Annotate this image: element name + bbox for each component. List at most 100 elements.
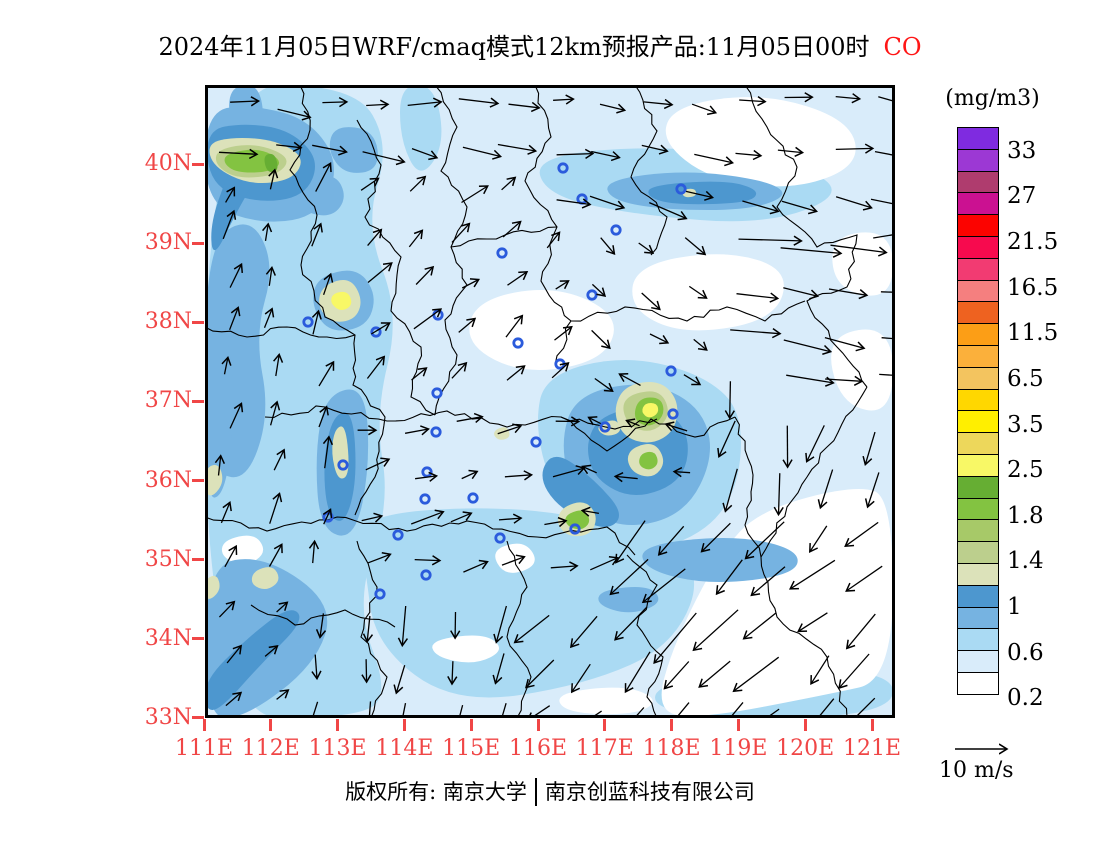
- lon-tick: [336, 719, 340, 731]
- contour-fill-region: [831, 329, 893, 411]
- wind-vector: [742, 612, 777, 640]
- wind-vector: [698, 660, 731, 688]
- colorbar-cell: [957, 628, 999, 652]
- city-marker: [667, 408, 679, 420]
- lat-tick: [192, 399, 204, 403]
- colorbar-cell: [957, 235, 999, 259]
- wind-vector: [615, 520, 646, 564]
- wind-vector: [738, 235, 803, 246]
- wind-vector: [462, 146, 503, 160]
- wind-vector: [276, 689, 290, 700]
- colorbar-tick-label: 1.4: [1007, 548, 1044, 575]
- wind-vector: [824, 336, 866, 352]
- wind-vector: [638, 242, 655, 254]
- wind-scale-arrow-icon: [955, 736, 1055, 758]
- colorbar-cell: [957, 170, 999, 194]
- lat-tick: [192, 320, 204, 324]
- wind-scale-label: 10 m/s: [939, 758, 1014, 783]
- wind-vector: [415, 265, 435, 285]
- wind-vector: [218, 600, 236, 618]
- colorbar-tick-label: 6.5: [1007, 365, 1044, 392]
- province-boundary: [250, 604, 396, 628]
- wind-vector: [411, 367, 428, 381]
- lon-label: 113E: [308, 736, 367, 761]
- wind-vector: [864, 472, 880, 509]
- wind-vector: [501, 554, 526, 566]
- wind-vector: [641, 568, 686, 604]
- wind-vector: [744, 521, 785, 560]
- wind-vector: [742, 200, 780, 215]
- wind-vector: [581, 464, 597, 475]
- lat-label: 34N: [144, 625, 192, 651]
- colorbar-tick-label: 11.5: [1007, 320, 1059, 347]
- contour-fill-region: [400, 85, 442, 171]
- colorbar-cell: [957, 453, 999, 477]
- lat-label: 36N: [144, 467, 192, 493]
- colorbar-cell: [957, 606, 999, 630]
- wind-vector: [838, 653, 870, 690]
- wind-vector: [879, 373, 895, 376]
- wind-vector: [458, 97, 500, 108]
- wind-vector: [322, 272, 334, 296]
- contour-fill-region: [205, 610, 300, 710]
- wind-vector: [777, 146, 805, 158]
- wind-vector: [413, 308, 443, 330]
- city-marker: [419, 493, 431, 505]
- wind-vector: [544, 516, 568, 528]
- wind-vector: [397, 605, 409, 648]
- wind-vector: [649, 202, 688, 221]
- wind-vector: [555, 280, 570, 290]
- wind-vector: [736, 292, 780, 303]
- wind-vector: [735, 149, 763, 161]
- wind-vector: [780, 247, 843, 258]
- wind-vector: [367, 262, 393, 284]
- contour-fill-region: [469, 290, 614, 370]
- wind-vector: [556, 198, 592, 209]
- wind-vector: [590, 710, 602, 718]
- contour-fill-region: [205, 575, 220, 599]
- province-boundary: [744, 85, 868, 388]
- contour-fill-region: [224, 149, 280, 173]
- page-title: 2024年11月05日WRF/cmaq模式12km预报产品:11月05日00时 C…: [0, 27, 1080, 62]
- wind-vector: [685, 190, 715, 201]
- wind-vector: [225, 691, 243, 707]
- wind-vector: [461, 185, 489, 204]
- wind-vector: [589, 195, 626, 211]
- wind-vector: [367, 228, 383, 247]
- wind-vector: [225, 186, 236, 203]
- wind-vector: [504, 470, 534, 481]
- wind-vector: [362, 151, 406, 166]
- legend-units-label: (mg/m3): [945, 86, 1040, 111]
- lat-label: 39N: [144, 230, 192, 256]
- wind-vector: [870, 198, 895, 205]
- wind-vector: [600, 237, 616, 256]
- wind-vector: [844, 521, 879, 548]
- wind-vector: [653, 612, 697, 665]
- lon-label: 120E: [776, 736, 835, 761]
- map-content-layer: [205, 85, 895, 718]
- contour-fill-region: [432, 635, 499, 663]
- wind-vector: [308, 539, 320, 564]
- wind-vector: [361, 659, 372, 684]
- wind-vector: [498, 513, 523, 524]
- contour-fill-region: [205, 332, 234, 498]
- wind-vector: [730, 328, 782, 339]
- wind-vector: [641, 144, 669, 155]
- colorbar-tick-label: 2.5: [1007, 457, 1044, 484]
- wind-vector: [684, 237, 707, 256]
- city-marker: [337, 459, 349, 471]
- colorbar-cell: [957, 562, 999, 586]
- wind-vector: [269, 492, 283, 524]
- city-marker: [675, 183, 687, 195]
- lon-tick: [670, 719, 674, 731]
- lat-tick: [192, 479, 204, 483]
- city-marker: [420, 569, 432, 581]
- wind-vector: [817, 698, 835, 718]
- wind-vector: [404, 425, 430, 436]
- province-boundary: [734, 416, 762, 558]
- wind-vector: [513, 614, 550, 644]
- wind-vector: [311, 222, 323, 247]
- divider-bar-icon: [534, 778, 537, 806]
- city-marker: [370, 326, 382, 338]
